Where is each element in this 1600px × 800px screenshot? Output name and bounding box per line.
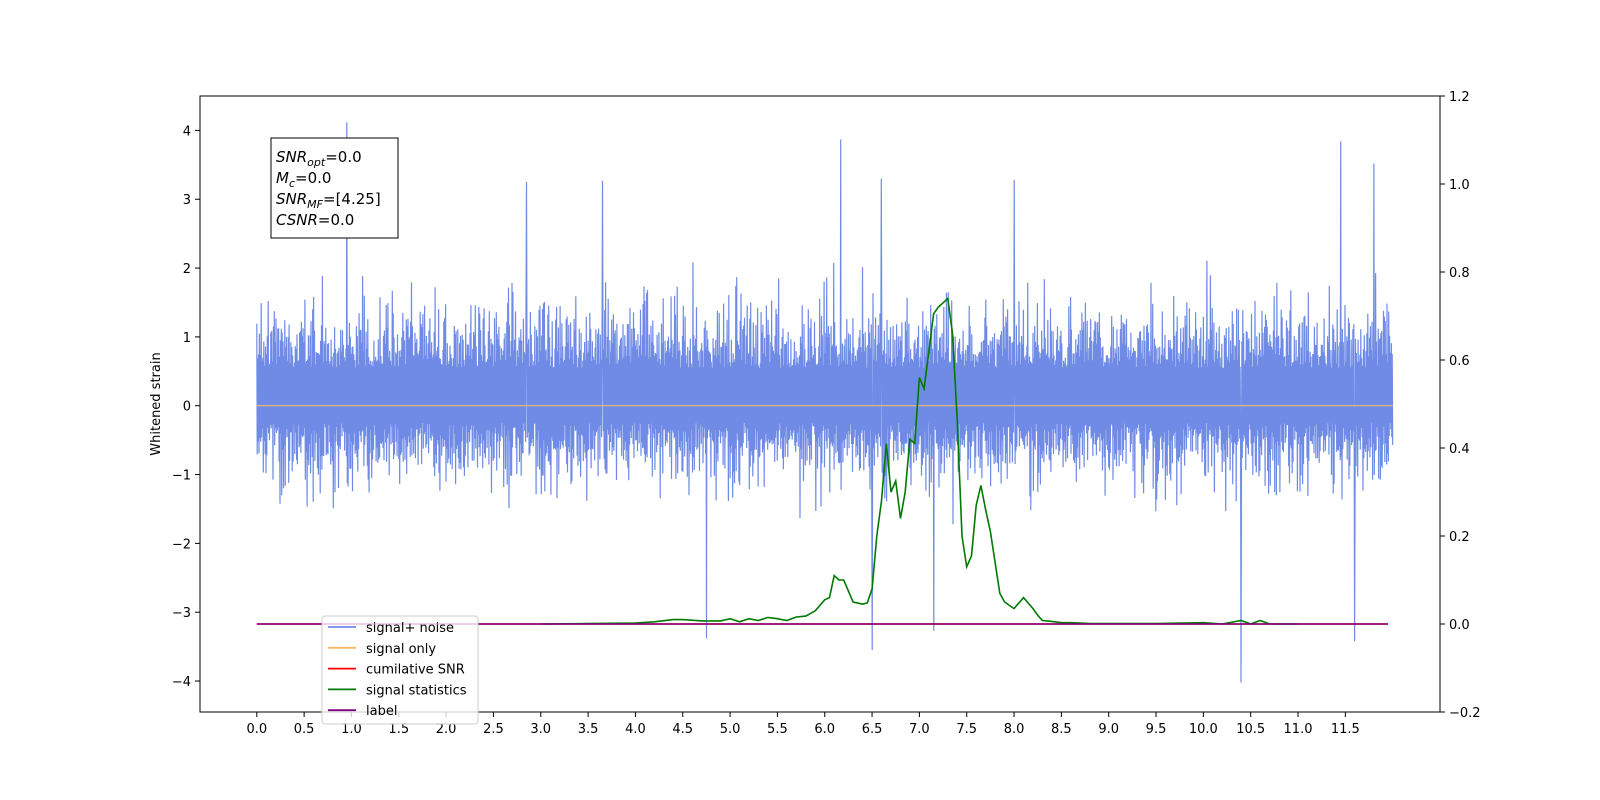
annotation-symbol: SNR (276, 148, 307, 166)
x-tick-label: 11.5 (1331, 722, 1360, 737)
left-y-tick-label: −1 (172, 469, 191, 484)
annotation-value: =0.0 (318, 211, 354, 229)
legend-label-signal-only: signal only (366, 642, 436, 657)
right-y-tick-label: 0.4 (1449, 442, 1470, 457)
signal-statistics-line (540, 296, 1298, 625)
x-tick-label: 9.0 (1098, 722, 1119, 737)
x-tick-label: 3.0 (530, 722, 551, 737)
annotation-subscript: MF (307, 198, 323, 211)
signal-noise-series (256, 122, 1394, 683)
annotation-value: =0.0 (325, 148, 361, 166)
x-tick-label: 3.5 (578, 722, 599, 737)
right-y-tick-label: 1.2 (1449, 90, 1470, 105)
annotation-value: =0.0 (295, 169, 331, 187)
left-y-tick-label: 3 (183, 193, 191, 208)
annotation-line: SNRopt=0.0 (276, 148, 362, 169)
annotation-symbol: M (276, 169, 289, 187)
annotation-line: Mc=0.0 (276, 169, 331, 190)
left-y-tick-label: −2 (172, 537, 191, 552)
annotation-value: =[4.25] (323, 190, 381, 208)
x-tick-label: 7.5 (956, 722, 977, 737)
right-y-tick-label: 0.8 (1449, 266, 1470, 281)
x-tick-label: 7.0 (909, 722, 930, 737)
x-tick-label: 6.5 (862, 722, 883, 737)
left-y-tick-label: −4 (172, 675, 191, 690)
annotation-line: CSNR=0.0 (276, 211, 354, 229)
right-y-axis-ticks: 1.2 1.0 0.8 0.6 0.4 0.2 0.0 −0.2 (1440, 90, 1481, 721)
x-tick-label: 0.5 (294, 722, 315, 737)
x-tick-label: 0.0 (246, 722, 267, 737)
x-tick-label: 4.5 (672, 722, 693, 737)
x-tick-label: 5.5 (767, 722, 788, 737)
left-y-tick-label: −3 (172, 606, 191, 621)
plot-frame (199, 95, 1441, 713)
x-tick-label: 8.5 (1051, 722, 1072, 737)
x-tick-label: 10.0 (1189, 722, 1218, 737)
x-tick-label: 2.0 (436, 722, 457, 737)
annotation-symbol: CSNR (276, 211, 318, 229)
y-axis-label: Whitened strain (149, 352, 164, 455)
left-y-tick-label: 4 (183, 124, 191, 139)
annotation-symbol: SNR (276, 190, 307, 208)
x-tick-label: 5.0 (720, 722, 741, 737)
right-y-tick-label: 1.0 (1449, 178, 1470, 193)
signal-noise-line (256, 122, 1394, 683)
left-y-tick-label: 2 (183, 262, 191, 277)
right-y-tick-label: 0.2 (1449, 530, 1470, 545)
annotation-subscript: opt (307, 156, 326, 169)
x-tick-label: 11.0 (1284, 722, 1313, 737)
legend-label-signal-noise: signal+ noise (366, 621, 454, 636)
legend-frame (321, 615, 479, 725)
x-tick-label: 9.5 (1146, 722, 1167, 737)
legend-label-cumilative-snr: cumilative SNR (366, 663, 465, 678)
left-y-tick-label: 0 (183, 400, 191, 415)
x-tick-label: 1.0 (341, 722, 362, 737)
legend: signal+ noise signal only cumilative SNR si… (321, 615, 479, 725)
x-tick-label: 4.0 (625, 722, 646, 737)
annotation-frame (270, 137, 399, 239)
right-y-tick-label: 0.6 (1449, 354, 1470, 369)
x-tick-label: 2.5 (483, 722, 504, 737)
annotation-line: SNRMF=[4.25] (276, 190, 381, 211)
left-y-tick-label: 1 (183, 331, 191, 346)
x-tick-label: 6.0 (814, 722, 835, 737)
left-y-axis-ticks: 4 3 2 1 0 −1 −2 −3 −4 (172, 124, 200, 690)
legend-label-signal-statistics: signal statistics (366, 683, 467, 698)
x-tick-label: 1.5 (388, 722, 409, 737)
right-y-tick-label: 0.0 (1449, 618, 1470, 633)
x-axis-ticks: 0.0 0.5 1.0 1.5 2.0 2.5 3.0 3.5 4.0 4.5 5.0 5.5 6.0 6… (246, 712, 1360, 737)
x-tick-label: 10.5 (1236, 722, 1265, 737)
legend-label-label: label (366, 704, 397, 719)
x-tick-label: 8.0 (1004, 722, 1025, 737)
right-y-tick-label: −0.2 (1449, 706, 1481, 721)
annotation-subscript: c (289, 177, 295, 190)
